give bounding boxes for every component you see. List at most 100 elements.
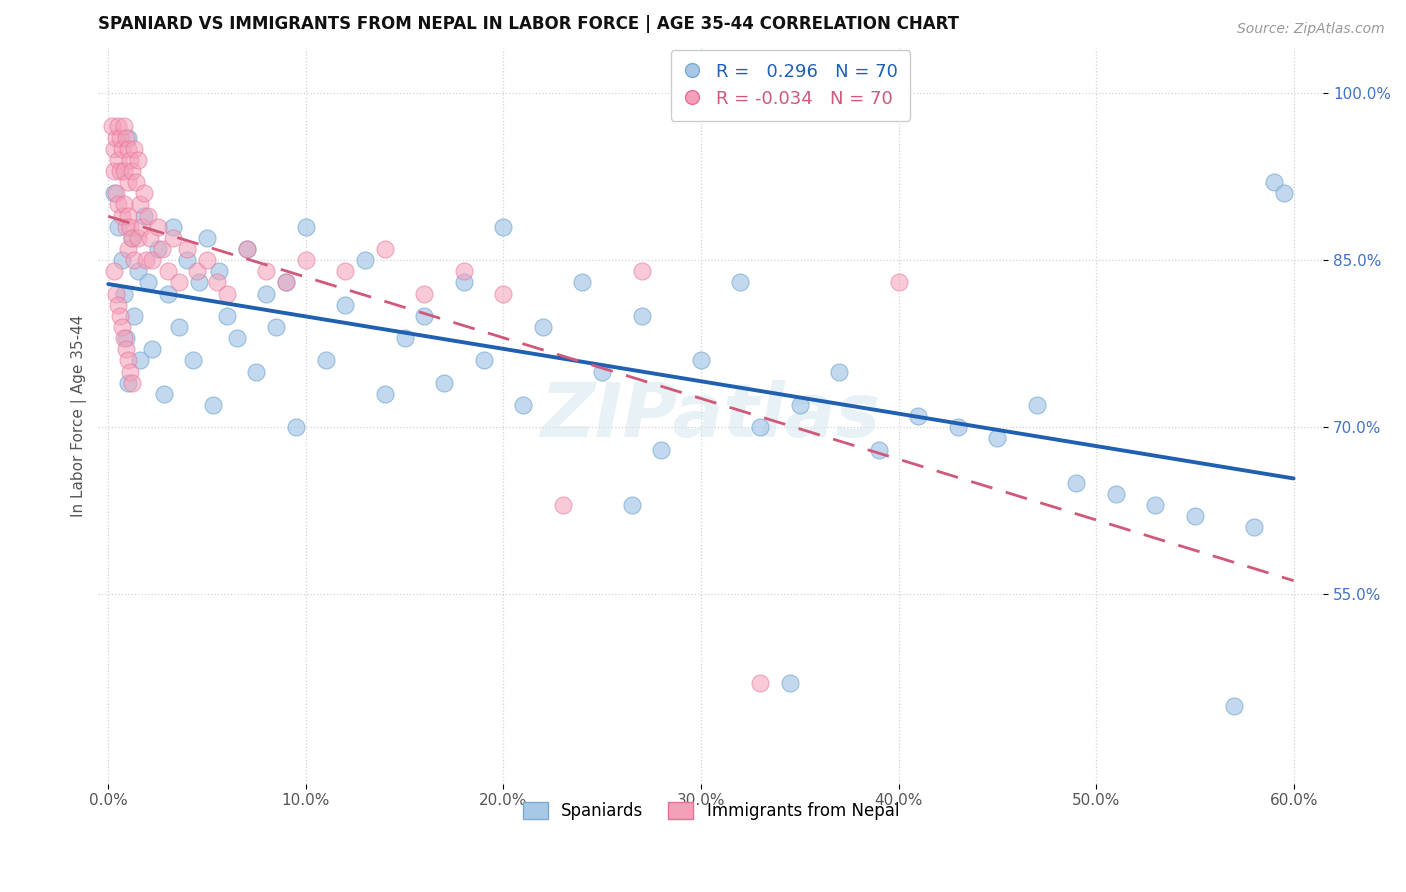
Point — [254, 286, 277, 301]
Y-axis label: In Labor Force | Age 35-44: In Labor Force | Age 35-44 — [72, 315, 87, 517]
Point — [136, 276, 159, 290]
Point — [176, 242, 198, 256]
Point — [103, 164, 125, 178]
Point — [591, 365, 613, 379]
Point — [986, 431, 1008, 445]
Point — [225, 331, 247, 345]
Point — [105, 186, 128, 201]
Point — [162, 219, 184, 234]
Point — [117, 353, 139, 368]
Point — [1263, 175, 1285, 189]
Point — [789, 398, 811, 412]
Point — [235, 242, 257, 256]
Point — [111, 142, 134, 156]
Point — [111, 320, 134, 334]
Point — [121, 376, 143, 390]
Point — [779, 676, 801, 690]
Point — [135, 253, 157, 268]
Point — [690, 353, 713, 368]
Point — [105, 286, 128, 301]
Point — [354, 253, 377, 268]
Point — [887, 276, 910, 290]
Point — [108, 309, 131, 323]
Point — [156, 264, 179, 278]
Point — [453, 264, 475, 278]
Point — [117, 376, 139, 390]
Point — [274, 276, 297, 290]
Point — [907, 409, 929, 423]
Point — [112, 286, 135, 301]
Point — [492, 286, 515, 301]
Point — [132, 209, 155, 223]
Point — [1243, 520, 1265, 534]
Point — [125, 175, 148, 189]
Point — [107, 120, 129, 134]
Point — [215, 286, 238, 301]
Point — [117, 130, 139, 145]
Point — [118, 365, 141, 379]
Point — [141, 343, 163, 357]
Point — [122, 253, 145, 268]
Point — [112, 120, 135, 134]
Point — [453, 276, 475, 290]
Point — [112, 331, 135, 345]
Point — [208, 264, 231, 278]
Point — [121, 231, 143, 245]
Point — [112, 197, 135, 211]
Point — [551, 498, 574, 512]
Point — [128, 353, 150, 368]
Point — [115, 219, 138, 234]
Point — [115, 331, 138, 345]
Point — [115, 130, 138, 145]
Point — [254, 264, 277, 278]
Point — [128, 197, 150, 211]
Point — [111, 253, 134, 268]
Point — [146, 219, 169, 234]
Point — [1144, 498, 1167, 512]
Point — [1066, 475, 1088, 490]
Point — [571, 276, 593, 290]
Point — [117, 175, 139, 189]
Point — [169, 276, 191, 290]
Point — [103, 142, 125, 156]
Point — [107, 153, 129, 167]
Point — [1272, 186, 1295, 201]
Point — [112, 164, 135, 178]
Point — [294, 253, 316, 268]
Point — [138, 231, 160, 245]
Point — [630, 264, 652, 278]
Point — [730, 276, 752, 290]
Text: ZIPatlas: ZIPatlas — [541, 380, 880, 452]
Point — [117, 242, 139, 256]
Point — [620, 498, 643, 512]
Point — [413, 286, 436, 301]
Point — [127, 231, 149, 245]
Point — [132, 186, 155, 201]
Point — [512, 398, 534, 412]
Point — [117, 209, 139, 223]
Point — [121, 164, 143, 178]
Point — [146, 242, 169, 256]
Point — [195, 231, 218, 245]
Point — [195, 253, 218, 268]
Point — [127, 264, 149, 278]
Point — [335, 298, 357, 312]
Point — [413, 309, 436, 323]
Point — [103, 264, 125, 278]
Point — [828, 365, 851, 379]
Point — [284, 420, 307, 434]
Point — [274, 276, 297, 290]
Point — [136, 209, 159, 223]
Point — [186, 264, 208, 278]
Point — [107, 298, 129, 312]
Point — [264, 320, 287, 334]
Point — [1105, 487, 1128, 501]
Point — [650, 442, 672, 457]
Point — [150, 242, 173, 256]
Point — [531, 320, 554, 334]
Point — [111, 209, 134, 223]
Point — [107, 197, 129, 211]
Point — [1025, 398, 1047, 412]
Point — [245, 365, 267, 379]
Point — [201, 398, 224, 412]
